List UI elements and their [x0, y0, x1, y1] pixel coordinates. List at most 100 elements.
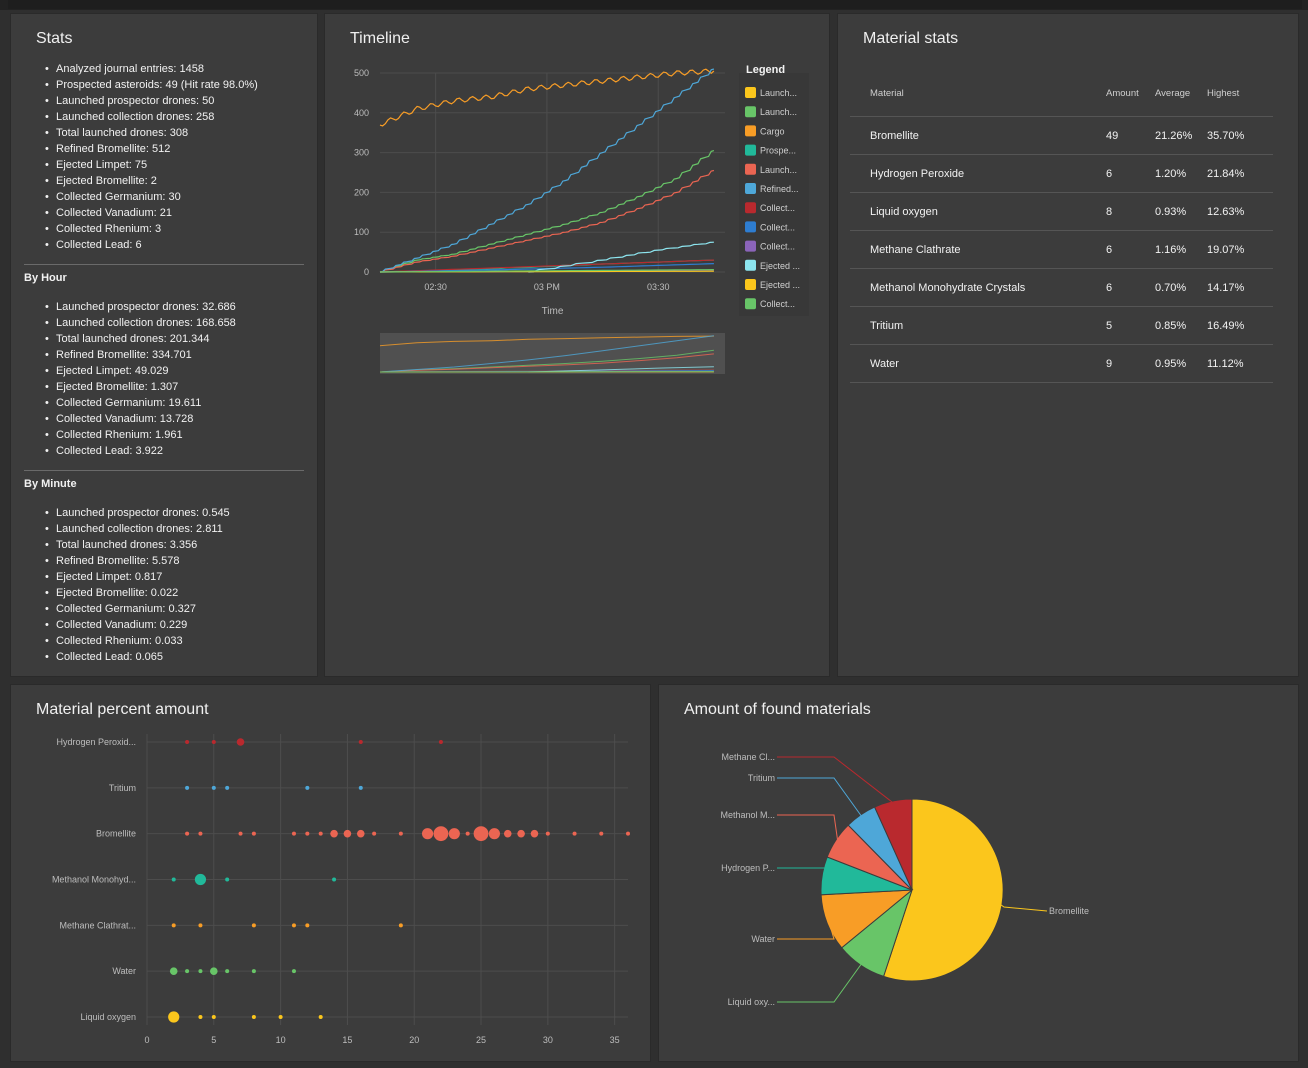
material-stats-table: Material Amount Average Highest Bromellite 4…: [850, 70, 1273, 383]
table-cell: 14.17%: [1207, 268, 1273, 307]
timeline-chart[interactable]: 0 100 200 300 400 500 02:30 03 PM 03:30 Time Legen…: [325, 54, 829, 434]
x-tick-label: 02:30: [424, 282, 447, 292]
divider: [24, 264, 304, 265]
table-cell: 6: [1106, 230, 1155, 269]
scatter-point: [171, 877, 176, 882]
legend-label: Collect...: [760, 242, 795, 252]
scatter-point: [473, 826, 489, 842]
y-tick-label: 500: [354, 68, 369, 78]
table-cell: 0.95%: [1155, 344, 1207, 383]
material-stats-title: Material stats: [863, 30, 959, 47]
scatter-point: [251, 923, 256, 928]
x-tick-label: 5: [211, 1035, 216, 1045]
stats-panel: Stats Analyzed journal entries: 1458Pros…: [10, 13, 318, 677]
by-hour-list: Launched prospector drones: 32.686Launch…: [45, 299, 236, 459]
stat-item: Total launched drones: 3.356: [45, 537, 230, 553]
legend-swatch: [745, 125, 756, 137]
scatter-point: [356, 829, 365, 838]
y-tick-label: 0: [364, 267, 369, 277]
stat-item: Analyzed journal entries: 1458: [45, 61, 258, 77]
stat-item: Collected Germanium: 19.611: [45, 395, 236, 411]
legend-title: Legend: [746, 64, 785, 76]
column-header[interactable]: Highest: [1207, 70, 1273, 117]
x-tick-label: 0: [144, 1035, 149, 1045]
legend-label: Launch...: [760, 107, 797, 117]
stat-item: Refined Bromellite: 334.701: [45, 347, 236, 363]
scatter-point: [168, 1011, 180, 1023]
found-materials-chart[interactable]: Bromellite Liquid oxy... Water Hydrogen P..…: [659, 725, 1298, 1055]
table-row: Methanol Monohydrate Crystals 6 0.70% 14.17…: [850, 268, 1273, 307]
column-header[interactable]: Amount: [1106, 70, 1155, 117]
y-tick-label: 400: [354, 108, 369, 118]
found-materials-panel: Amount of found materials Bromellite Liqu…: [658, 684, 1299, 1062]
stat-item: Launched collection drones: 258: [45, 109, 258, 125]
table-row: Tritium 5 0.85% 16.49%: [850, 306, 1273, 345]
table-cell: 0.93%: [1155, 192, 1207, 231]
x-tick-label: 30: [543, 1035, 553, 1045]
pie-leader-line: [999, 903, 1048, 912]
scatter-point: [545, 831, 550, 836]
scatter-point: [398, 923, 403, 928]
series-line: [379, 169, 715, 273]
scatter-point: [517, 829, 525, 838]
pie-label: Hydrogen P...: [721, 863, 775, 873]
pie-slice: [873, 798, 913, 891]
table-cell: 6: [1106, 268, 1155, 307]
pie-slice: [882, 798, 1004, 982]
scatter-point: [198, 923, 203, 928]
stat-item: Collected Rhenium: 1.961: [45, 427, 236, 443]
navigator-series: [379, 353, 714, 373]
stat-item: Collected Rhenium: 3: [45, 221, 258, 237]
scatter-point: [530, 829, 539, 838]
table-cell: Hydrogen Peroxide: [850, 154, 1106, 193]
scatter-point: [372, 831, 377, 836]
table-cell: 1.16%: [1155, 230, 1207, 269]
table-cell: Liquid oxygen: [850, 192, 1106, 231]
legend-swatch: [745, 144, 756, 156]
column-header[interactable]: Material: [850, 70, 1106, 117]
scatter-point: [225, 877, 230, 882]
legend-swatch: [745, 279, 756, 290]
table-cell: 5: [1106, 306, 1155, 345]
scatter-point: [185, 969, 190, 974]
scatter-point: [318, 831, 323, 836]
stat-item: Collected Germanium: 30: [45, 189, 258, 205]
table-cell: 6: [1106, 154, 1155, 193]
stat-item: Total launched drones: 308: [45, 125, 258, 141]
stat-item: Refined Bromellite: 5.578: [45, 553, 230, 569]
material-percent-chart[interactable]: 0 5 10 15 20 25 30 35 Hydrogen Peroxid... Tritium…: [11, 725, 650, 1055]
legend-swatch: [745, 183, 756, 194]
legend-label: Collect...: [760, 203, 795, 213]
navigator-series: [379, 335, 714, 347]
x-tick-label: 25: [476, 1035, 486, 1045]
pie-leader-line: [777, 756, 894, 804]
table-cell: Tritium: [850, 306, 1106, 345]
y-tick-label: Bromellite: [96, 829, 136, 839]
table-cell: 21.84%: [1207, 154, 1273, 193]
scatter-point: [169, 967, 178, 975]
table-cell: 8: [1106, 192, 1155, 231]
timeline-title: Timeline: [350, 30, 410, 47]
scatter-point: [421, 828, 434, 840]
scatter-point: [291, 831, 296, 836]
legend-swatch: [745, 87, 756, 98]
legend-label: Prospe...: [760, 146, 796, 156]
scatter-point: [488, 828, 500, 840]
scatter-point: [251, 1015, 256, 1019]
x-tick-label: 10: [276, 1035, 286, 1045]
navigator-window: [380, 333, 725, 374]
stat-item: Collected Lead: 6: [45, 237, 258, 253]
table-cell: 49: [1106, 116, 1155, 155]
stat-item: Refined Bromellite: 512: [45, 141, 258, 157]
stat-item: Prospected asteroids: 49 (Hit rate 98.0%…: [45, 77, 258, 93]
table-cell: 16.49%: [1207, 306, 1273, 345]
scatter-point: [438, 740, 443, 744]
scatter-point: [572, 831, 577, 836]
series-line: [379, 68, 715, 273]
material-percent-panel: Material percent amount 0 5 10 15 20 25 30 35 Hy…: [10, 684, 651, 1062]
column-header[interactable]: Average: [1155, 70, 1207, 117]
scatter-point: [278, 1015, 283, 1019]
scatter-point: [503, 829, 512, 838]
series-line: [379, 150, 715, 273]
scatter-point: [448, 828, 460, 840]
